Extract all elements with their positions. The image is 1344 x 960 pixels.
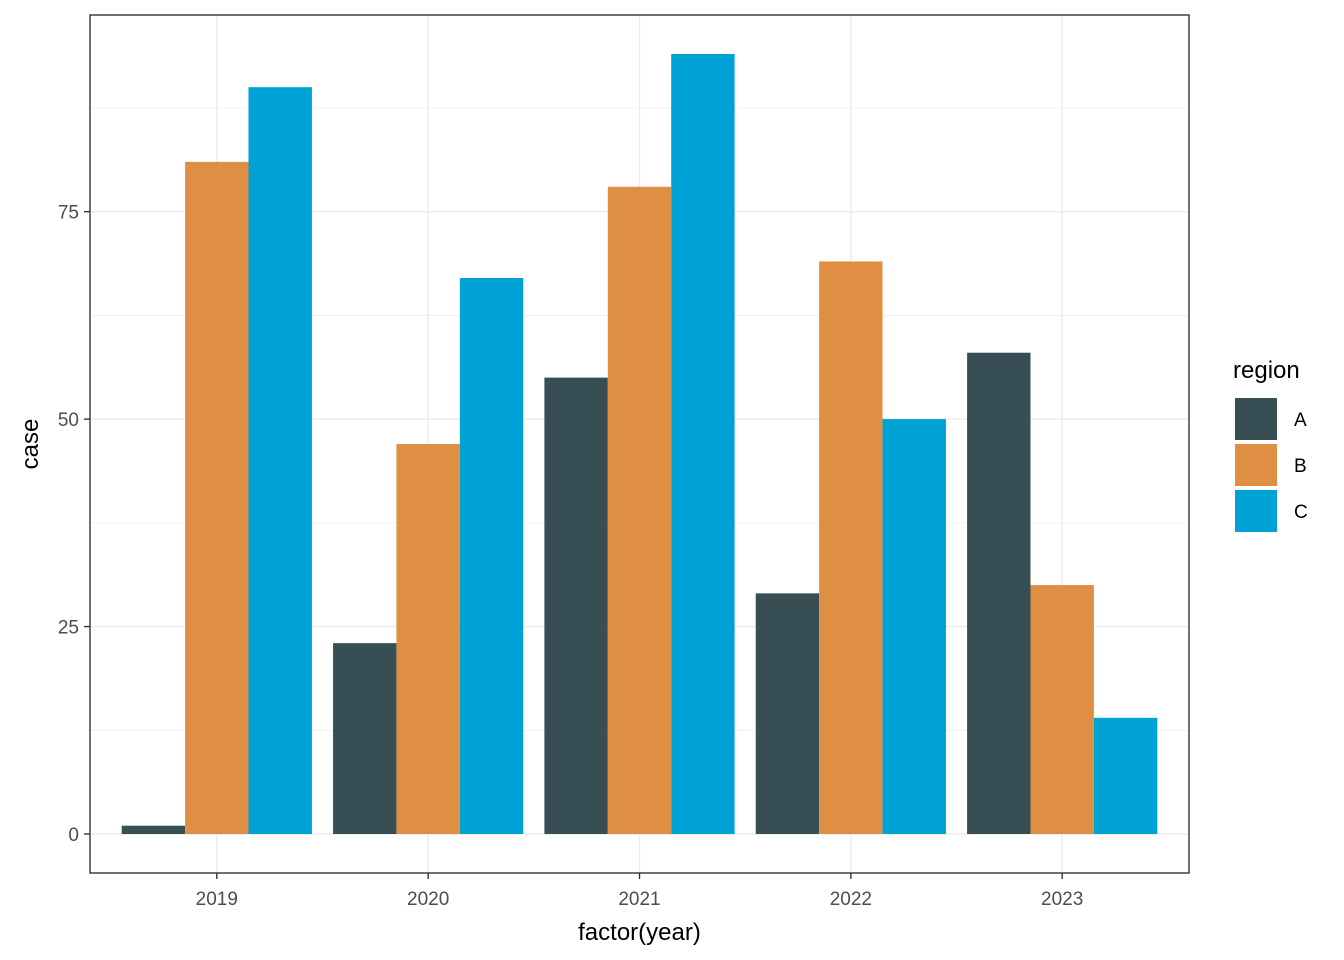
x-axis: 2019 2020 2021 2022 2023 xyxy=(196,873,1083,910)
y-axis: 0 25 50 75 xyxy=(58,203,90,846)
x-tick-label: 2021 xyxy=(618,889,660,910)
bar-a-2022 xyxy=(755,593,820,834)
bar-a-2023 xyxy=(967,352,1031,834)
legend-title: region xyxy=(1233,357,1300,384)
y-tick-label: 75 xyxy=(58,203,79,224)
bar-layer xyxy=(121,54,1158,835)
bar-b-2022 xyxy=(819,261,883,835)
x-tick-label: 2020 xyxy=(407,889,449,910)
bar-b-2020 xyxy=(396,444,460,834)
bar-a-2021 xyxy=(544,377,608,834)
y-tick-label: 50 xyxy=(58,410,79,431)
bar-b-2021 xyxy=(607,186,672,834)
y-tick-label: 0 xyxy=(68,825,79,846)
legend-label-b: B xyxy=(1294,456,1307,477)
bar-c-2021 xyxy=(671,54,735,834)
x-tick-label: 2019 xyxy=(196,889,238,910)
x-axis-title: factor(year) xyxy=(578,919,701,946)
legend-key-c xyxy=(1235,490,1277,532)
bar-c-2019 xyxy=(248,87,312,835)
legend-key-b xyxy=(1235,444,1277,486)
bar-b-2019 xyxy=(185,161,249,835)
bar-b-2023 xyxy=(1030,585,1094,834)
bar-c-2020 xyxy=(459,278,524,834)
legend-label-a: A xyxy=(1294,410,1307,431)
legend-label-c: C xyxy=(1294,502,1308,523)
x-tick-label: 2023 xyxy=(1041,889,1083,910)
bar-a-2019 xyxy=(121,825,186,834)
y-tick-label: 25 xyxy=(58,618,79,639)
legend-key-a xyxy=(1235,398,1277,440)
legend: region A B C xyxy=(1233,357,1308,532)
bar-a-2020 xyxy=(333,643,397,834)
bar-c-2022 xyxy=(882,419,946,834)
y-axis-title: case xyxy=(17,419,44,470)
x-tick-label: 2022 xyxy=(830,889,872,910)
bar-c-2023 xyxy=(1093,717,1158,834)
